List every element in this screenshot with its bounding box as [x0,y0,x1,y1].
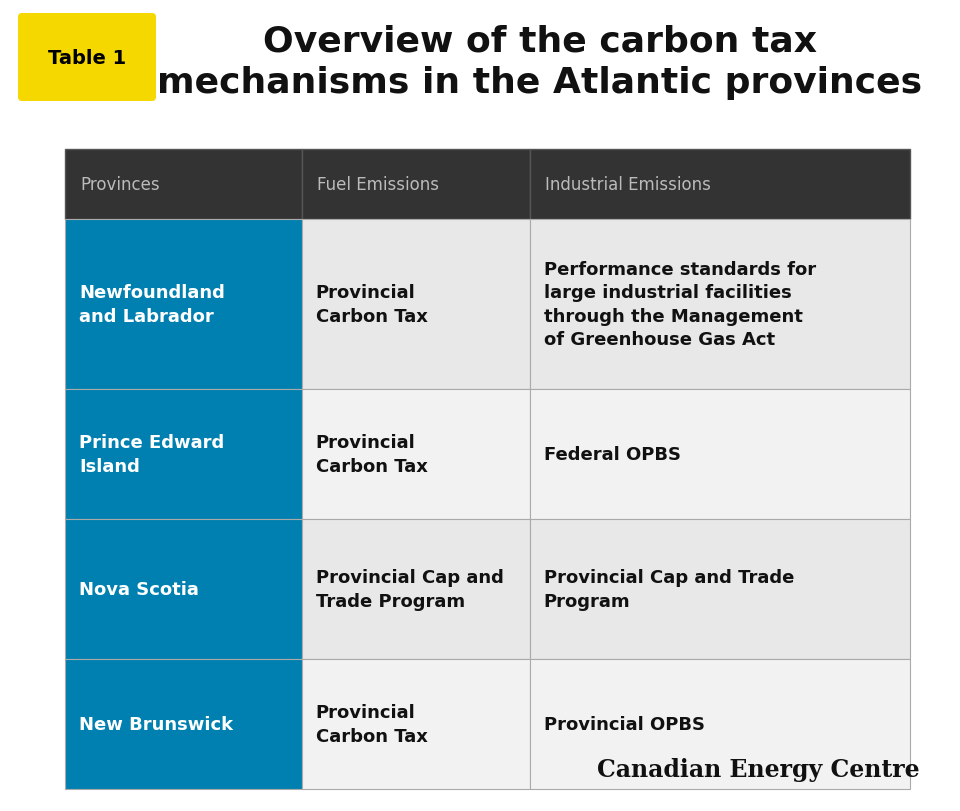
Bar [65,150,301,220]
Bar [301,389,530,519]
Bar [65,220,301,389]
Text: Canadian Energy Centre: Canadian Energy Centre [597,757,920,781]
Bar [530,389,910,519]
Text: Federal OPBS: Federal OPBS [543,445,681,463]
Text: Performance standards for
large industrial facilities
through the Management
of : Performance standards for large industri… [543,260,816,349]
Text: Prince Edward
Island: Prince Edward Island [79,434,225,475]
Text: Provincial Cap and Trade
Program: Provincial Cap and Trade Program [543,569,794,610]
Bar [301,220,530,389]
Text: Newfoundland
and Labrador: Newfoundland and Labrador [79,284,225,325]
Text: Provincial Cap and
Trade Program: Provincial Cap and Trade Program [316,569,503,610]
FancyBboxPatch shape [18,14,156,102]
Text: Table 1: Table 1 [48,49,126,67]
Bar [301,519,530,659]
Text: New Brunswick: New Brunswick [79,715,233,733]
Text: Provincial OPBS: Provincial OPBS [543,715,705,733]
Text: Provincial
Carbon Tax: Provincial Carbon Tax [316,434,427,475]
Bar [65,389,301,519]
Bar [530,519,910,659]
Text: Industrial Emissions: Industrial Emissions [544,176,710,194]
Bar [530,220,910,389]
Bar [301,659,530,789]
Text: Provincial
Carbon Tax: Provincial Carbon Tax [316,284,427,325]
Text: Fuel Emissions: Fuel Emissions [317,176,439,194]
Text: Overview of the carbon tax
mechanisms in the Atlantic provinces: Overview of the carbon tax mechanisms in… [157,25,923,100]
Text: Nova Scotia: Nova Scotia [79,581,199,599]
Bar [301,150,530,220]
Bar [530,150,910,220]
Text: Provinces: Provinces [80,176,159,194]
Bar [530,659,910,789]
Text: Provincial
Carbon Tax: Provincial Carbon Tax [316,703,427,744]
Bar [65,519,301,659]
Bar [65,659,301,789]
